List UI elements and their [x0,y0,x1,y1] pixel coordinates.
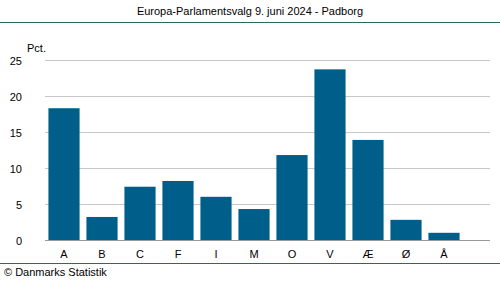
chart: Europa-Parlamentsvalg 9. juni 2024 - Pad… [0,0,500,282]
title: Europa-Parlamentsvalg 9. juni 2024 - Pad… [137,5,363,17]
source: © Danmarks Statistik [4,266,107,278]
x-tick-label: F [175,248,182,260]
y-tick-label: 5 [16,199,22,211]
bottom-rule [0,263,500,264]
y-tick-label: 0 [16,235,22,247]
x-tick-label: V [326,248,334,260]
bar [200,197,231,240]
x-tick-label: Æ [363,248,374,260]
chart-container: Europa-Parlamentsvalg 9. juni 2024 - Pad… [0,0,500,282]
x-tick-label: C [136,248,144,260]
x-tick-label: Ø [402,248,411,260]
bar [48,108,79,240]
x-tick-label: M [249,248,258,260]
bar [352,140,383,240]
y-tick-label: 15 [10,127,22,139]
y-label: Pct. [27,42,46,54]
bars [48,69,459,240]
x-tick-label: Å [440,248,448,260]
y-tick-label: 25 [10,55,22,67]
grid-line [45,168,490,169]
x-tick-label: A [60,248,68,260]
top-rule [0,22,500,23]
bar [390,220,421,240]
x-tick-label: I [214,248,217,260]
bar [124,187,155,240]
bar [428,233,459,240]
grid-line [45,240,490,241]
bar [86,217,117,240]
bar [238,209,269,240]
grid-line [45,204,490,205]
bar [314,69,345,240]
y-tick-label: 10 [10,163,22,175]
grid-line [45,60,490,61]
y-tick-label: 20 [10,91,22,103]
bar [276,155,307,240]
bar [162,181,193,240]
x-tick-label: O [288,248,297,260]
grid-line [45,132,490,133]
x-tick-label: B [98,248,105,260]
grid-line [45,96,490,97]
